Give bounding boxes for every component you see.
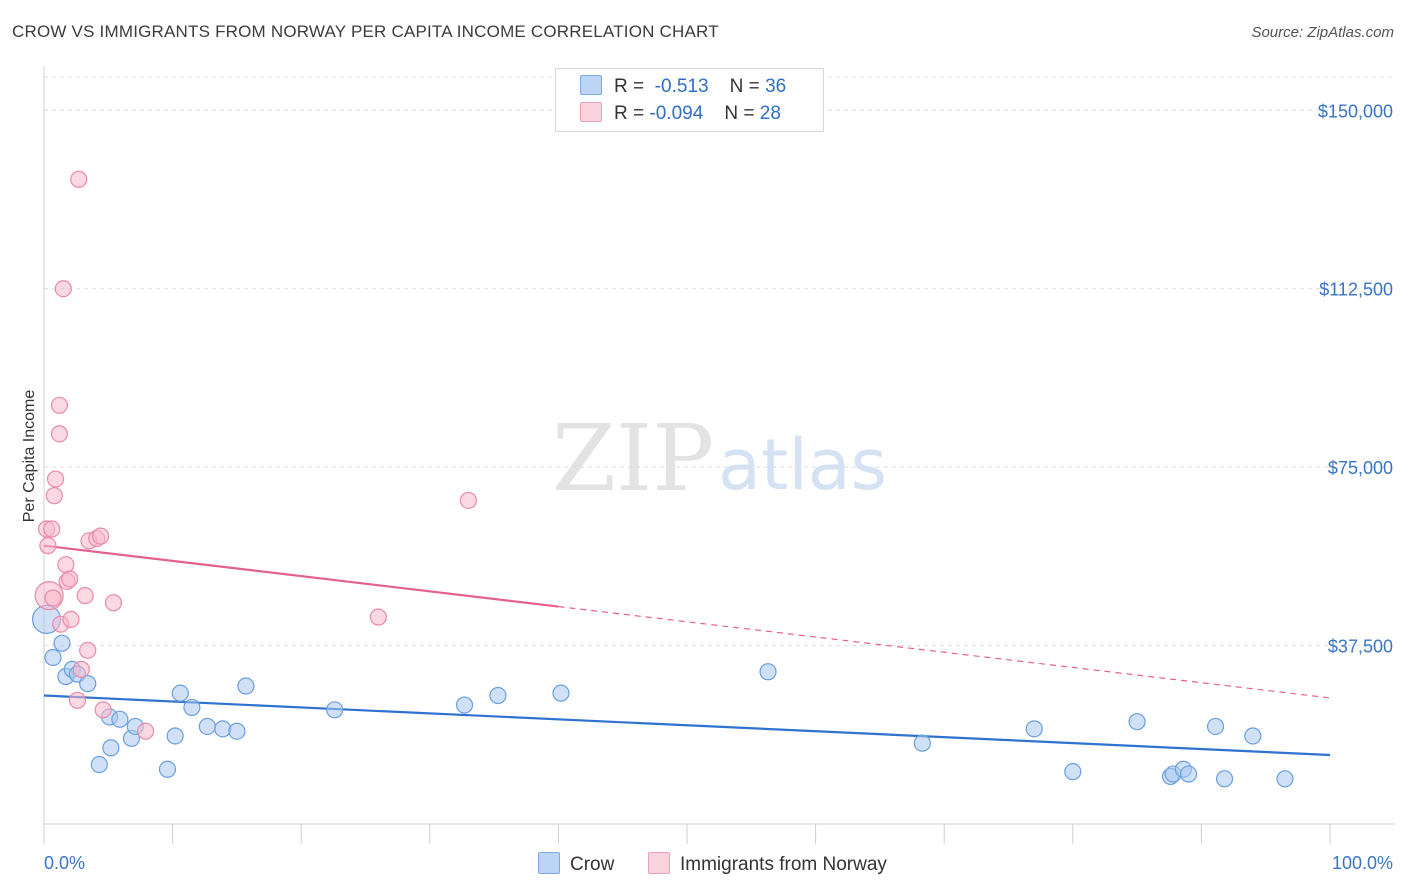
watermark-zip: ZIP (552, 405, 714, 512)
norway-point (50, 396, 69, 414)
crow-point (552, 684, 570, 702)
norway-point (62, 610, 80, 629)
norway-point (57, 556, 75, 574)
watermark-atlas: atlas (718, 424, 887, 506)
norway-point (70, 170, 88, 188)
data-points (31, 170, 1294, 788)
crow-point (214, 720, 232, 738)
crow-point (1276, 770, 1294, 788)
crow-point (1206, 717, 1225, 736)
crow-point (1215, 770, 1234, 788)
crow-point (228, 722, 246, 740)
norway-point (94, 701, 112, 719)
crow-point (913, 734, 931, 752)
n-value: 28 (759, 103, 781, 124)
gridlines (44, 76, 1395, 647)
crow-point (1064, 763, 1082, 781)
crow-point (237, 677, 255, 695)
crow-point (489, 686, 507, 705)
watermark: ZIP atlas (552, 405, 887, 512)
legend-row-crow: R = -0.513 N = 36 (580, 75, 786, 98)
norway-point (45, 487, 63, 505)
crow-point (166, 727, 184, 745)
x-tick-label-max: 100.0% (1332, 853, 1393, 873)
y-tick-labels: $37,500 $75,000 $112,500 $150,000 (1318, 101, 1393, 656)
crow-point (455, 696, 474, 714)
crow-legend-swatch (538, 852, 560, 874)
crow-point (79, 675, 97, 693)
norway-point (54, 280, 72, 298)
y-tick-label: $112,500 (1319, 280, 1393, 300)
norway-point (43, 520, 61, 538)
norway-point (61, 570, 79, 588)
crow-point (1128, 713, 1146, 731)
crow-point (1244, 727, 1262, 745)
crow-swatch (580, 75, 602, 95)
crow-point (1179, 765, 1198, 783)
y-axis-title: Per Capita Income (21, 390, 38, 523)
legend-row-norway: R = -0.094 N = 28 (580, 102, 781, 125)
norway-point (369, 608, 387, 626)
norway-point (91, 527, 110, 545)
crow-point (158, 760, 177, 778)
trend-line-dashed-1 (558, 605, 1331, 699)
y-tick-label: $75,000 (1328, 458, 1393, 478)
x-tick-label-min: 0.0% (44, 853, 85, 873)
axes (43, 66, 1394, 844)
trend-line-0 (43, 694, 1331, 757)
norway-point (68, 691, 87, 709)
crow-point (171, 684, 189, 702)
bottom-legend-norway: Immigrants from Norway (648, 852, 887, 876)
crow-point (90, 755, 108, 774)
crow-point (102, 739, 120, 757)
crow-legend-label: Crow (570, 854, 615, 875)
chart-title: CROW VS IMMIGRANTS FROM NORWAY PER CAPIT… (12, 22, 719, 41)
trend-line-solid-1 (43, 544, 559, 608)
r-label: R = (614, 76, 645, 97)
norway-legend-label: Immigrants from Norway (680, 854, 887, 875)
y-tick-label: $37,500 (1328, 637, 1393, 657)
norway-point (136, 722, 155, 740)
n-value: 36 (765, 76, 787, 97)
crow-point (759, 663, 777, 681)
crow-point (53, 634, 71, 652)
norway-point (76, 587, 94, 605)
norway-swatch (580, 102, 602, 122)
x-tick-labels: 0.0% 100.0% (44, 853, 1393, 873)
correlation-legend: R = -0.513 N = 36 R = -0.094 N = 28 (555, 68, 824, 132)
crow-point (198, 717, 216, 736)
crow-point (44, 648, 62, 667)
norway-point (459, 491, 477, 510)
crow-point (183, 698, 201, 717)
norway-point (79, 641, 97, 659)
bottom-legend-crow: Crow (538, 852, 614, 876)
r-value: -0.094 (649, 103, 704, 124)
crow-point (326, 701, 344, 719)
norway-point (39, 537, 57, 555)
norway-point (72, 660, 90, 678)
norway-point (104, 594, 123, 612)
norway-legend-swatch (648, 852, 670, 874)
r-label: R = (614, 103, 645, 124)
norway-point (46, 470, 65, 488)
crow-point (1025, 720, 1043, 738)
n-label: N = (724, 103, 755, 124)
norway-point (44, 589, 62, 607)
n-label: N = (729, 76, 760, 97)
r-value: -0.513 (654, 76, 709, 97)
source-credit: Source: ZipAtlas.com (1251, 24, 1394, 41)
y-tick-label: $150,000 (1318, 101, 1393, 121)
crow-point (111, 710, 129, 728)
norway-point (50, 425, 69, 443)
trend-lines (43, 544, 1331, 757)
